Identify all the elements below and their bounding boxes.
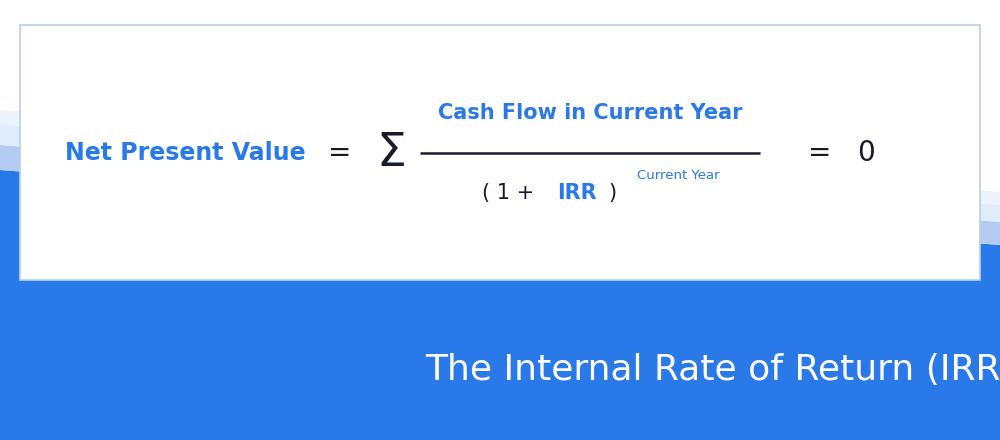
Text: IRR: IRR — [557, 183, 597, 203]
Text: The Internal Rate of Return (IRR): The Internal Rate of Return (IRR) — [425, 353, 1000, 387]
Polygon shape — [0, 110, 1000, 205]
Text: Current Year: Current Year — [637, 169, 719, 181]
Polygon shape — [0, 0, 1000, 245]
Text: ): ) — [608, 183, 616, 203]
Text: Cash Flow in Current Year: Cash Flow in Current Year — [438, 103, 742, 123]
FancyBboxPatch shape — [20, 25, 980, 280]
Text: =: = — [808, 139, 832, 167]
Text: ( 1 +: ( 1 + — [482, 183, 534, 203]
Text: Net Present Value: Net Present Value — [65, 141, 305, 165]
Text: =: = — [328, 139, 352, 167]
Polygon shape — [0, 145, 1000, 245]
Text: 0: 0 — [857, 139, 875, 167]
Text: $\Sigma$: $\Sigma$ — [376, 131, 404, 176]
Polygon shape — [0, 125, 1000, 222]
